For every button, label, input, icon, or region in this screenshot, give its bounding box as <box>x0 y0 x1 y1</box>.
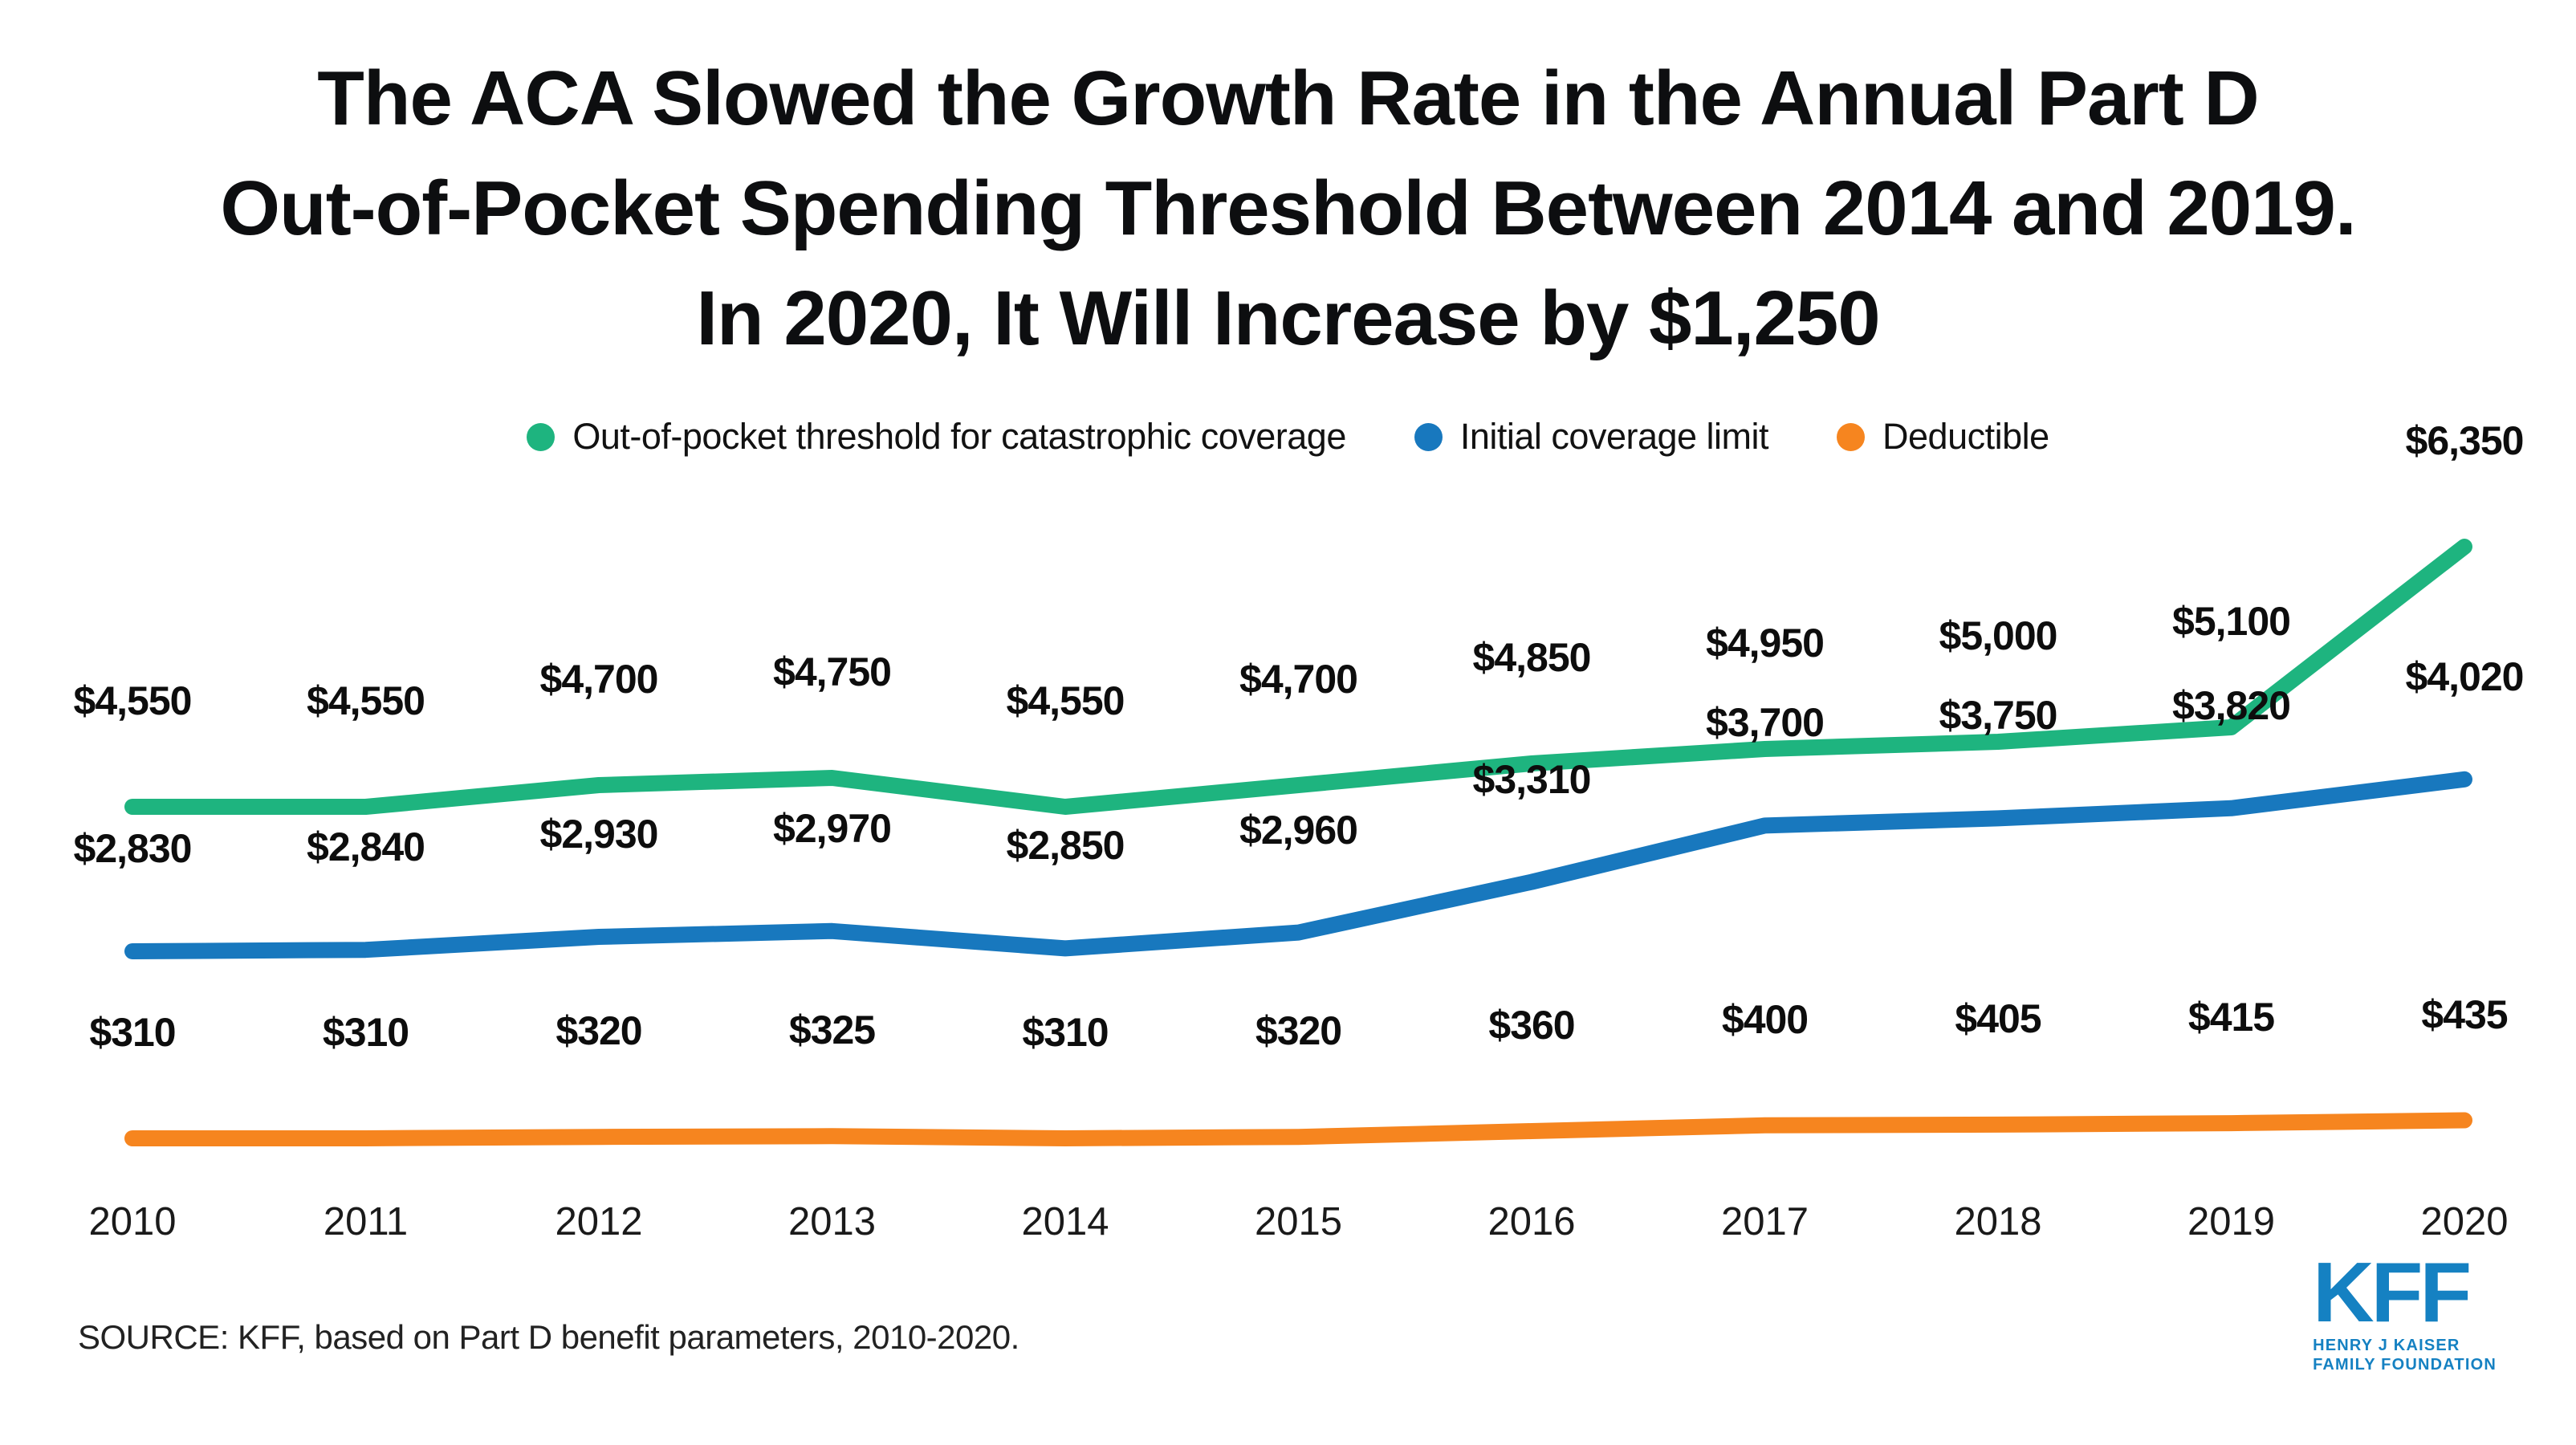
legend-swatch-icon <box>527 422 555 451</box>
legend-swatch-icon <box>1837 422 1866 451</box>
legend-label: Out-of-pocket threshold for catastrophic… <box>572 416 1346 457</box>
series-line-3 <box>124 1112 2472 1146</box>
chart-title: The ACA Slowed the Growth Rate in the An… <box>0 43 2576 373</box>
legend-label: Deductible <box>1882 416 2049 457</box>
kff-logo-subline-2: FAMILY FOUNDATION <box>2313 1356 2497 1374</box>
title-line-2: Out-of-Pocket Spending Threshold Between… <box>220 165 2356 251</box>
title-line-3: In 2020, It Will Increase by $1,250 <box>696 275 1880 361</box>
kff-logo-subtext: HENRY J KAISER FAMILY FOUNDATION <box>2313 1336 2497 1374</box>
legend-swatch-icon <box>1414 422 1443 451</box>
legend-label: Initial coverage limit <box>1459 416 1769 457</box>
legend-item-1: Out-of-pocket threshold for catastrophic… <box>527 416 1346 458</box>
kff-logo-text: KFF <box>2313 1245 2472 1340</box>
kff-logo-subline-1: HENRY J KAISER <box>2313 1337 2460 1354</box>
source-note: SOURCE: KFF, based on Part D benefit par… <box>78 1318 1019 1356</box>
legend: Out-of-pocket threshold for catastrophic… <box>0 416 2576 458</box>
series-line-1 <box>124 539 2472 815</box>
legend-item-3: Deductible <box>1837 416 2049 458</box>
kff-logo: KFF HENRY J KAISER FAMILY FOUNDATION <box>2313 1245 2497 1374</box>
legend-item-2: Initial coverage limit <box>1414 416 1769 458</box>
series-line-2 <box>124 771 2472 959</box>
title-line-1: The ACA Slowed the Growth Rate in the An… <box>317 55 2259 141</box>
